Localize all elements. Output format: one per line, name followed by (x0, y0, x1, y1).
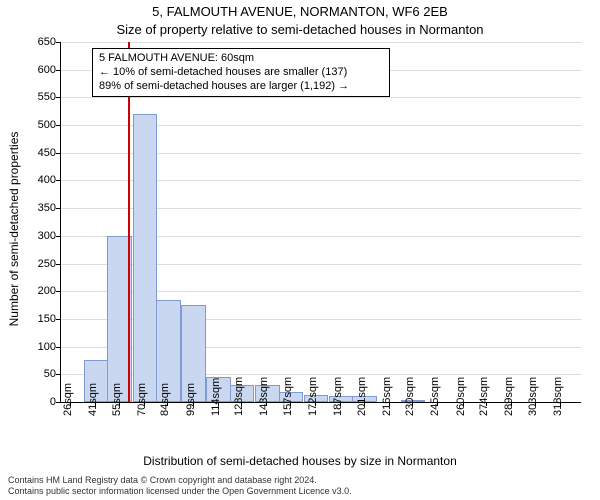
chart-container: 5, FALMOUTH AVENUE, NORMANTON, WF6 2EB S… (0, 0, 600, 500)
y-tick-mark (56, 402, 60, 403)
y-tick-mark (56, 291, 60, 292)
y-tick-label: 350 (16, 202, 56, 214)
y-tick-mark (56, 42, 60, 43)
y-tick-label: 400 (16, 174, 56, 186)
footnote-line-2: Contains public sector information licen… (8, 486, 352, 496)
legend-box: 5 FALMOUTH AVENUE: 60sqm← 10% of semi-de… (92, 48, 390, 97)
y-tick-mark (56, 319, 60, 320)
chart-title-main: 5, FALMOUTH AVENUE, NORMANTON, WF6 2EB (0, 4, 600, 19)
y-tick-label: 250 (16, 258, 56, 270)
footnote-line-1: Contains HM Land Registry data © Crown c… (8, 475, 352, 485)
y-tick-mark (56, 125, 60, 126)
y-tick-label: 50 (16, 368, 56, 380)
y-tick-label: 450 (16, 147, 56, 159)
y-tick-label: 500 (16, 119, 56, 131)
y-tick-mark (56, 374, 60, 375)
legend-line: ← 10% of semi-detached houses are smalle… (99, 66, 383, 80)
x-axis-label: Distribution of semi-detached houses by … (0, 454, 600, 468)
y-tick-label: 0 (16, 396, 56, 408)
y-tick-mark (56, 264, 60, 265)
footnote: Contains HM Land Registry data © Crown c… (8, 475, 352, 496)
legend-line: 89% of semi-detached houses are larger (… (99, 80, 383, 94)
y-tick-mark (56, 153, 60, 154)
legend-line: 5 FALMOUTH AVENUE: 60sqm (99, 52, 383, 66)
y-tick-label: 200 (16, 285, 56, 297)
y-tick-label: 600 (16, 64, 56, 76)
histogram-bar (133, 114, 157, 402)
y-tick-label: 650 (16, 36, 56, 48)
gridline (61, 97, 581, 98)
y-tick-mark (56, 70, 60, 71)
y-tick-mark (56, 347, 60, 348)
y-tick-mark (56, 208, 60, 209)
y-tick-mark (56, 236, 60, 237)
y-tick-label: 150 (16, 313, 56, 325)
y-tick-label: 550 (16, 91, 56, 103)
chart-title-sub: Size of property relative to semi-detach… (0, 22, 600, 37)
gridline (61, 42, 581, 43)
y-tick-mark (56, 180, 60, 181)
y-tick-label: 300 (16, 230, 56, 242)
y-tick-label: 100 (16, 341, 56, 353)
y-tick-mark (56, 97, 60, 98)
